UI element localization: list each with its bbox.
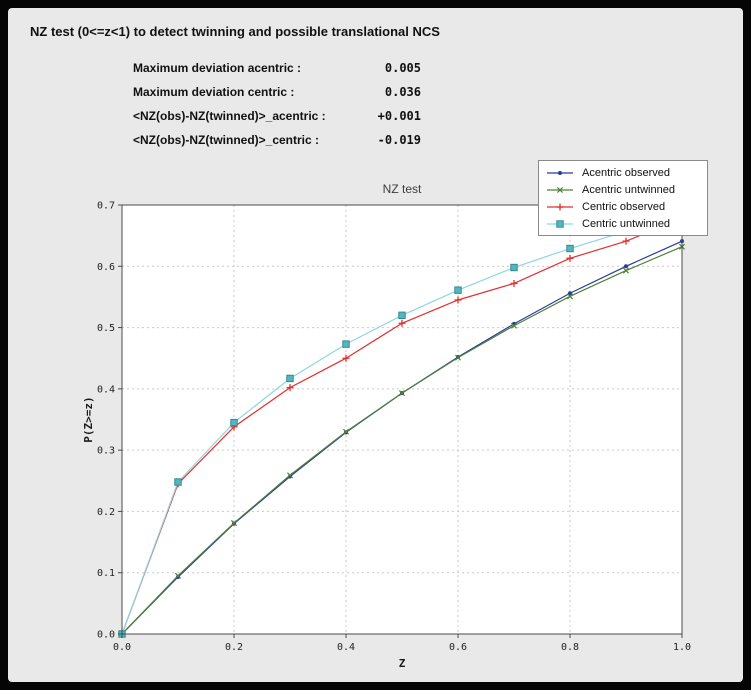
plus-marker-icon <box>454 296 462 304</box>
x-tick-label: 0.8 <box>561 642 579 653</box>
square-marker-icon <box>286 374 294 383</box>
stat-value: 0.036 <box>384 85 421 99</box>
x-marker-icon <box>174 572 182 579</box>
plus-marker-icon <box>510 279 518 287</box>
stat-value: +0.001 <box>377 109 421 123</box>
dot-marker-icon <box>568 291 572 296</box>
square-marker-icon <box>398 311 406 320</box>
legend-label: Centric observed <box>582 200 666 213</box>
stat-label: <NZ(obs)-NZ(twinned)>_acentric : <box>133 109 326 123</box>
stat-value: -0.019 <box>377 133 421 147</box>
y-tick-label: 0.0 <box>97 630 115 641</box>
plus-marker-icon <box>622 237 630 245</box>
x-tick-label: 0.6 <box>449 642 467 653</box>
y-tick-label: 0.7 <box>97 201 115 212</box>
x-tick-label: 1.0 <box>673 642 691 653</box>
x-tick-label: 0.0 <box>113 642 131 653</box>
stat-label: Maximum deviation centric : <box>133 85 295 99</box>
legend-item: Centric observed <box>545 199 701 214</box>
plus-marker-icon <box>286 384 294 392</box>
page-title: NZ test (0<=z<1) to detect twinning and … <box>30 24 440 39</box>
x-marker-icon <box>454 354 462 361</box>
plus-marker-icon <box>566 254 574 262</box>
x-axis-label: Z <box>399 657 406 670</box>
plus-marker-icon <box>398 319 406 327</box>
legend-item: Centric untwinned <box>545 216 701 231</box>
stat-row: <NZ(obs)-NZ(twinned)>_centric : -0.019 <box>133 128 421 152</box>
chart-title: NZ test <box>383 182 422 196</box>
square-marker-icon <box>342 340 350 348</box>
x-marker-icon <box>556 186 564 193</box>
plus-marker-icon <box>556 203 564 210</box>
nz-test-chart: 0.0 0.2 0.4 0.6 0.8 1.0 0.0 0.1 0.2 0.3 0.4 0.5 0.6 0… <box>82 182 691 670</box>
x-marker-icon <box>566 293 574 300</box>
square-marker-icon <box>174 478 182 486</box>
legend-item: Acentric untwinned <box>545 182 701 197</box>
square-marker-icon <box>454 286 462 294</box>
square-marker-icon <box>566 244 574 253</box>
legend-label: Centric untwinned <box>582 217 671 230</box>
x-marker-icon <box>398 390 406 397</box>
legend-sample-square <box>547 219 573 228</box>
legend-sample-plus <box>547 203 573 210</box>
y-tick-label: 0.5 <box>97 323 115 334</box>
y-tick-label: 0.6 <box>97 262 115 273</box>
y-axis-label: P(Z>=z) <box>82 396 95 442</box>
legend-label: Acentric observed <box>582 166 671 179</box>
x-marker-icon <box>342 428 350 435</box>
plus-marker-icon <box>342 354 350 362</box>
square-marker-icon <box>556 219 564 228</box>
x-marker-icon <box>286 472 294 479</box>
square-marker-icon <box>510 263 518 272</box>
y-tick-label: 0.1 <box>97 568 115 579</box>
y-tick-label: 0.4 <box>97 384 115 395</box>
y-tick-label: 0.2 <box>97 507 115 518</box>
stat-label: <NZ(obs)-NZ(twinned)>_centric : <box>133 133 320 147</box>
legend-label: Acentric untwinned <box>582 183 675 196</box>
dot-marker-icon <box>624 264 628 269</box>
stat-row: <NZ(obs)-NZ(twinned)>_acentric : +0.001 <box>133 104 421 128</box>
stat-label: Maximum deviation acentric : <box>133 61 302 75</box>
x-marker-icon <box>510 322 518 329</box>
x-marker-icon <box>230 520 238 527</box>
plot-area <box>122 205 682 634</box>
axes-frame <box>121 204 683 635</box>
stat-value: 0.005 <box>384 61 421 75</box>
y-tick-label: 0.3 <box>97 446 115 457</box>
stats-block: Maximum deviation acentric : 0.005 Maxim… <box>133 56 421 152</box>
stat-row: Maximum deviation acentric : 0.005 <box>133 56 421 80</box>
legend-sample-dot <box>547 170 573 175</box>
dot-marker-icon <box>558 170 562 175</box>
x-tick-label: 0.4 <box>337 642 355 653</box>
x-tick-label: 0.2 <box>225 642 243 653</box>
x-marker-icon <box>622 267 630 274</box>
chart-legend: Acentric observed Acentric untwinned Centr… <box>538 160 708 236</box>
stat-row: Maximum deviation centric : 0.036 <box>133 80 421 104</box>
square-marker-icon <box>230 418 238 427</box>
plot-panel: NZ test (0<=z<1) to detect twinning and … <box>8 8 743 682</box>
legend-sample-x <box>547 186 573 193</box>
legend-item: Acentric observed <box>545 165 701 180</box>
